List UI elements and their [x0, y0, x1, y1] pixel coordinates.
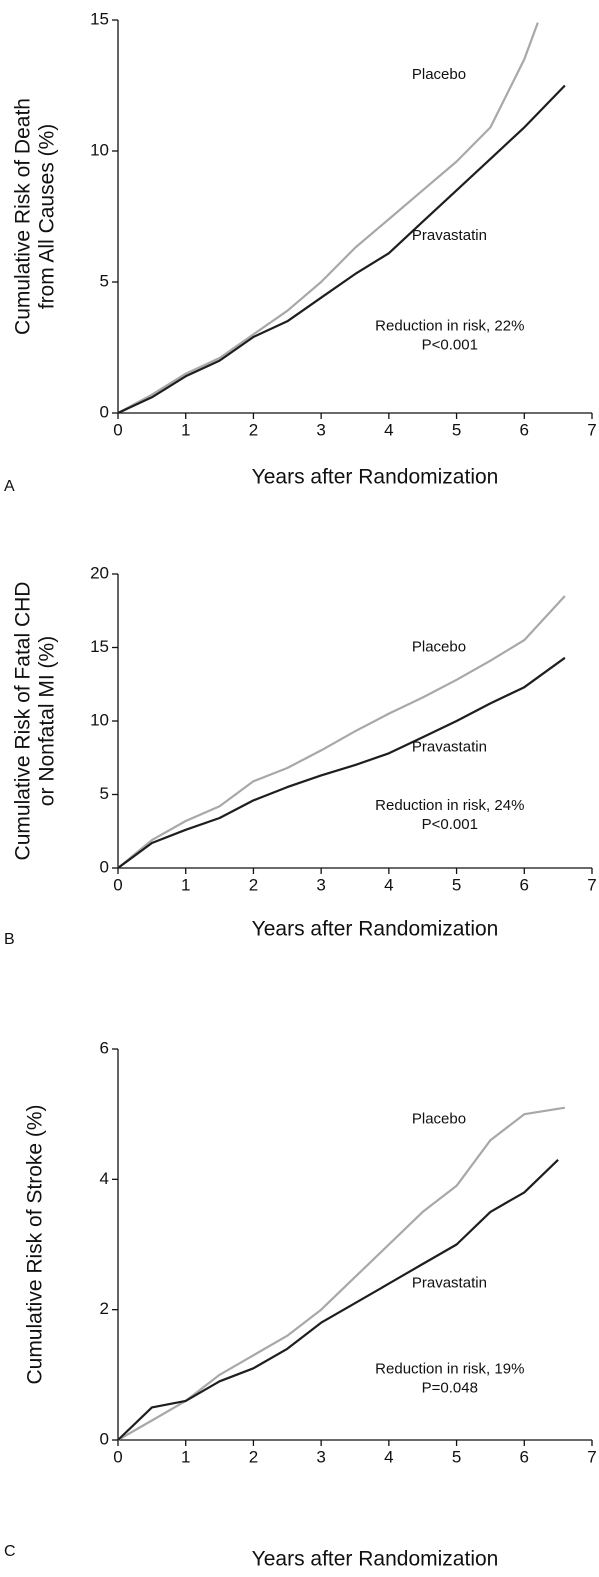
- series-label: Placebo: [412, 66, 466, 83]
- x-tick-label: 5: [452, 420, 461, 439]
- y-axis-title: from All Causes (%): [36, 124, 59, 310]
- x-tick-label: 0: [113, 875, 122, 894]
- y-axis-title: or Nonfatal MI (%): [36, 636, 59, 806]
- y-tick-label: 0: [100, 402, 109, 421]
- y-tick-label: 10: [90, 710, 109, 729]
- annotation: Reduction in risk, 22%: [375, 318, 524, 335]
- x-tick-label: 0: [113, 1447, 122, 1466]
- panel-letter: A: [4, 478, 15, 495]
- x-tick-label: 6: [520, 1447, 529, 1466]
- x-tick-label: 7: [587, 420, 596, 439]
- x-tick-label: 6: [520, 875, 529, 894]
- line-series: [117, 1159, 559, 1441]
- y-tick-label: 6: [100, 1038, 109, 1057]
- x-tick-label: 5: [452, 875, 461, 894]
- y-tick-label: 4: [100, 1169, 109, 1188]
- x-tick-label: 3: [316, 875, 325, 894]
- x-tick-label: 4: [384, 875, 393, 894]
- x-axis-title: Years after Randomization: [252, 918, 499, 941]
- x-tick-label: 4: [384, 420, 393, 439]
- series-label: Pravastatin: [412, 738, 487, 755]
- line-series: [117, 656, 566, 869]
- x-tick-label: 5: [452, 1447, 461, 1466]
- x-tick-label: 0: [113, 420, 122, 439]
- x-tick-label: 7: [587, 875, 596, 894]
- x-tick-label: 1: [181, 875, 190, 894]
- x-tick-label: 3: [316, 420, 325, 439]
- annotation: Reduction in risk, 19%: [375, 1361, 524, 1378]
- x-tick-label: 1: [181, 420, 190, 439]
- series-label: Placebo: [412, 1110, 466, 1127]
- x-axis-title: Years after Randomization: [252, 466, 499, 489]
- y-tick-label: 0: [100, 857, 109, 876]
- y-tick-label: 2: [100, 1299, 109, 1318]
- annotation: P<0.001: [422, 816, 478, 833]
- y-tick-label: 10: [90, 140, 109, 159]
- x-tick-label: 4: [384, 1447, 393, 1466]
- x-tick-label: 1: [181, 1447, 190, 1466]
- annotation: P=0.048: [422, 1380, 478, 1397]
- series-label: Placebo: [412, 638, 466, 655]
- series-label: Pravastatin: [412, 1275, 487, 1292]
- series-label: Pravastatin: [412, 227, 487, 244]
- y-axis-title: Cumulative Risk of Death: [12, 98, 35, 335]
- y-tick-label: 15: [90, 9, 109, 28]
- x-tick-label: 2: [249, 1447, 258, 1466]
- y-tick-label: 20: [90, 563, 109, 582]
- x-tick-label: 6: [520, 420, 529, 439]
- x-tick-label: 7: [587, 1447, 596, 1466]
- annotation: P<0.001: [422, 337, 478, 354]
- x-tick-label: 3: [316, 1447, 325, 1466]
- x-tick-label: 2: [249, 420, 258, 439]
- annotation: Reduction in risk, 24%: [375, 797, 524, 814]
- y-axis-title: Cumulative Risk of Fatal CHD: [12, 582, 35, 861]
- x-tick-label: 2: [249, 875, 258, 894]
- line-series: [117, 22, 539, 414]
- line-series: [117, 84, 566, 414]
- y-tick-label: 5: [100, 271, 109, 290]
- panel-letter: B: [4, 931, 15, 948]
- x-axis-title: Years after Randomization: [252, 1548, 499, 1571]
- y-tick-label: 15: [90, 637, 109, 656]
- y-axis-title: Cumulative Risk of Stroke (%): [24, 1104, 47, 1384]
- y-tick-label: 0: [100, 1429, 109, 1448]
- line-series: [117, 595, 566, 869]
- panel-letter: C: [4, 1543, 16, 1560]
- y-tick-label: 5: [100, 784, 109, 803]
- line-series: [117, 1106, 566, 1441]
